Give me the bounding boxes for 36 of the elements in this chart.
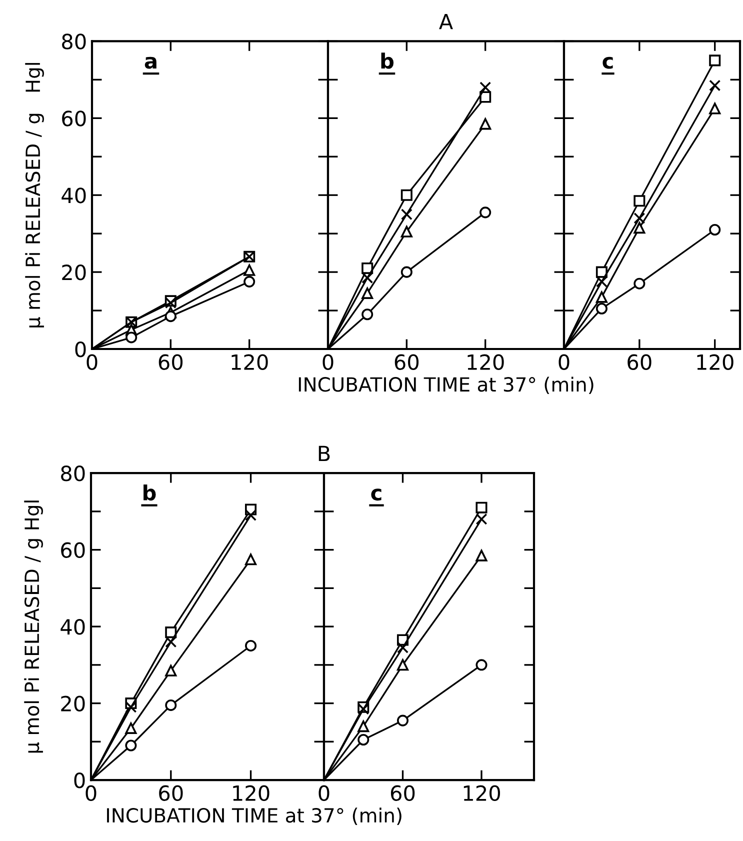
text: c <box>602 56 613 69</box>
x-tick-label: 0 <box>558 354 570 370</box>
y-tick-label: 60 <box>61 542 85 558</box>
x-tick-label: 0 <box>318 785 330 802</box>
x-tick-label: 60 <box>628 354 652 370</box>
x-tick-label: 60 <box>158 354 183 370</box>
x-tick-label: 0 <box>86 354 98 370</box>
x-tick-label: 120 <box>468 354 504 370</box>
x-tick-label: 0 <box>322 354 334 370</box>
x-tick-label: 120 <box>464 785 500 802</box>
chart-subtitle: b <box>144 484 156 501</box>
y-tick-label: 0 <box>74 772 85 788</box>
x-tick-label: 60 <box>390 785 415 802</box>
x-tick-label: 60 <box>159 785 183 802</box>
y-tick-label: 20 <box>62 264 86 280</box>
x-axis-title: INCUBATION TIME at 37° (min) <box>107 808 402 825</box>
text: a <box>144 56 156 69</box>
x-tick-label: 120 <box>233 785 270 802</box>
x-tick-label: 60 <box>394 354 419 370</box>
x-tick-label: 0 <box>86 785 96 802</box>
y-tick-label: 80 <box>62 34 86 50</box>
x-axis-title: INCUBATION TIME at 37° (min) <box>298 376 594 394</box>
y-axis-title: μ mol Pi RELEASED / g Hgl <box>24 500 43 753</box>
y-tick-label: 0 <box>75 341 86 358</box>
x-tick-label: 120 <box>697 354 734 370</box>
chart-title: A <box>439 14 453 30</box>
y-tick-label: 60 <box>62 110 86 126</box>
y-tick-label: 20 <box>61 696 85 712</box>
chart-title: B <box>318 446 330 462</box>
text: c <box>371 488 382 501</box>
y-tick-label: 80 <box>61 466 85 482</box>
y-tick-label: 40 <box>60 619 85 635</box>
y-tick-label: 40 <box>62 188 86 204</box>
y-axis-title: μ mol Pi RELEASED / g Hgl <box>25 63 44 328</box>
chart-subtitle: b <box>381 52 394 69</box>
x-tick-label: 120 <box>232 354 268 370</box>
